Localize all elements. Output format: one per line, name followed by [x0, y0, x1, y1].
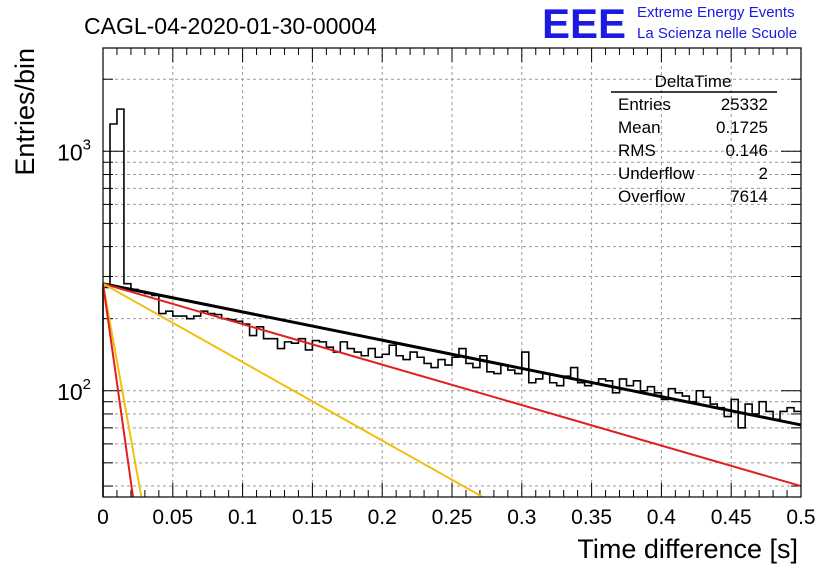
- stats-rows: Entries 25332 Mean 0.1725 RMS 0.146 Underflow 2…: [618, 95, 768, 206]
- x-tick-label: 0.25: [432, 506, 473, 529]
- fit-line: [102, 283, 143, 498]
- x-tick-label: 0.1: [228, 506, 257, 529]
- stats-box: DeltaTime Entries 25332 Mean 0.1725 RMS 0.146…: [611, 72, 777, 206]
- stats-row-value: 2: [759, 164, 768, 183]
- y-tick-label: 102: [57, 376, 91, 405]
- plot-frame: [102, 47, 802, 498]
- eee-logo-line1: Extreme Energy Events: [637, 4, 795, 21]
- stats-row-label: Mean: [618, 118, 661, 137]
- eee-logo-mark: EEE: [542, 0, 626, 47]
- y-tick-labels: 102 103: [57, 136, 91, 404]
- x-tick-label: 0.15: [292, 506, 333, 529]
- axis-ticks: [102, 48, 802, 497]
- x-tick-label: 0.2: [368, 506, 397, 529]
- x-tick-label: 0: [97, 506, 109, 529]
- x-tick-label: 0.35: [571, 506, 612, 529]
- fit-line: [102, 282, 484, 498]
- stats-row-label: Entries: [618, 95, 671, 114]
- stats-row-value: 0.146: [725, 141, 768, 160]
- x-tick-label: 0.4: [647, 506, 677, 529]
- histogram: [102, 108, 801, 497]
- stats-title: DeltaTime: [655, 72, 732, 91]
- y-axis-label: Entries/bin: [10, 48, 40, 176]
- x-axis-label: Time difference [s]: [577, 534, 798, 564]
- x-tick-label: 0.3: [507, 506, 536, 529]
- histogram-outline: [102, 108, 801, 497]
- y-tick-label: 103: [57, 136, 91, 165]
- x-tick-labels: 0 0.05 0.1 0.15 0.2 0.25 0.3 0.35 0.4 0.45 0.5: [97, 506, 815, 529]
- fit-line: [102, 283, 135, 498]
- chart-title: CAGL-04-2020-01-30-00004: [84, 13, 377, 39]
- stats-row-value: 25332: [721, 95, 768, 114]
- stats-row-value: 7614: [730, 187, 768, 206]
- eee-logo-line2: La Scienza nelle Scuole: [637, 25, 797, 42]
- stats-row-value: 0.1725: [716, 118, 768, 137]
- fit-lines: [102, 282, 802, 498]
- x-tick-label: 0.5: [786, 506, 815, 529]
- fit-line: [102, 282, 802, 488]
- stats-row-label: Underflow: [618, 164, 695, 183]
- eee-logo: EEE Extreme Energy Events La Scienza nel…: [542, 0, 797, 47]
- x-tick-label: 0.45: [711, 506, 752, 529]
- stats-row-label: Overflow: [618, 187, 686, 206]
- fit-line: [102, 282, 802, 427]
- stats-row-label: RMS: [618, 141, 656, 160]
- x-tick-label: 0.05: [152, 506, 193, 529]
